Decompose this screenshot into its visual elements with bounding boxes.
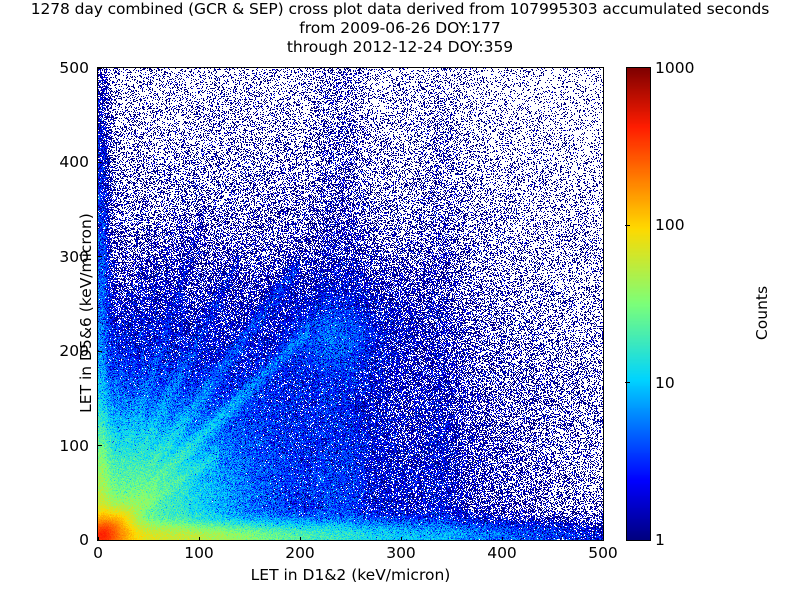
- x-tick-mark: [400, 537, 402, 541]
- colorbar-canvas: [627, 68, 650, 540]
- y-tick-label: 0: [79, 531, 89, 549]
- y-tick-mark: [98, 161, 102, 163]
- title-line-1: 1278 day combined (GCR & SEP) cross plot…: [30, 0, 770, 18]
- y-tick-label: 200: [59, 342, 89, 361]
- colorbar[interactable]: 1 10 100 1000: [625, 59, 694, 549]
- y-tick-mark: [98, 539, 102, 541]
- x-tick-label: 200: [285, 544, 315, 562]
- y-axis-label: LET in D5&6 (keV/micron): [77, 213, 95, 413]
- colorbar-tick-label: 10: [655, 373, 675, 392]
- x-tick-mark: [501, 537, 503, 541]
- x-tick-mark: [299, 537, 301, 541]
- colorbar-tick-mark: [625, 224, 630, 226]
- y-tick-mark: [98, 256, 102, 258]
- x-tick-label: 300: [386, 544, 416, 562]
- y-tick-label: 400: [59, 153, 89, 172]
- y-tick-label: 300: [59, 247, 89, 266]
- title-line-2: from 2009-06-26 DOY:177: [299, 19, 501, 37]
- chart-title: 1278 day combined (GCR & SEP) cross plot…: [0, 0, 800, 57]
- y-tick-mark: [98, 445, 102, 447]
- y-tick-mark: [98, 350, 102, 352]
- colorbar-gradient: [626, 67, 651, 541]
- x-tick-label: 400: [487, 544, 517, 562]
- x-tick-mark: [602, 537, 604, 541]
- y-tick-mark: [98, 67, 102, 69]
- density-heatmap: [98, 68, 603, 540]
- x-tick-label: 100: [184, 544, 214, 562]
- title-line-3: through 2012-12-24 DOY:359: [286, 38, 514, 56]
- y-tick-label: 500: [59, 59, 89, 77]
- colorbar-label: Counts: [753, 285, 771, 341]
- x-tick-mark: [97, 537, 99, 541]
- colorbar-tick-label: 1: [655, 531, 665, 549]
- x-axis-label: LET in D1&2 (keV/micron): [250, 566, 451, 584]
- colorbar-tick-mark: [625, 382, 630, 384]
- x-tick-label: 500: [588, 544, 618, 562]
- colorbar-tick-label: 1000: [655, 59, 695, 77]
- colorbar-tick-label: 100: [655, 216, 685, 235]
- plot-area[interactable]: [97, 67, 604, 541]
- y-tick-label: 100: [59, 436, 89, 455]
- x-tick-label: 0: [93, 544, 103, 562]
- x-tick-mark: [198, 537, 200, 541]
